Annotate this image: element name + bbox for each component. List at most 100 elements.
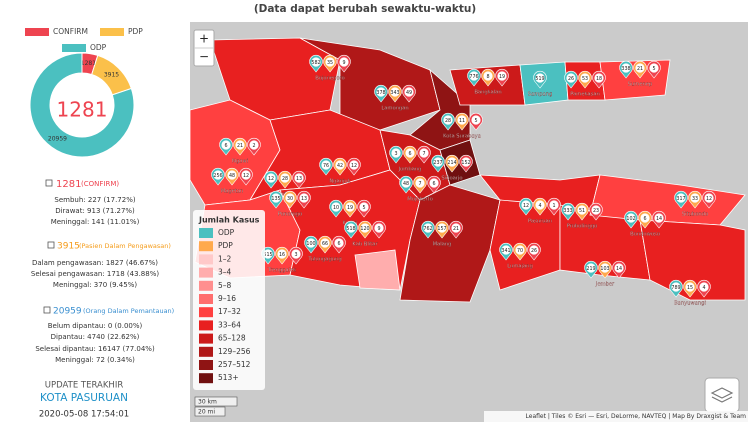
marker-count: 12 (706, 196, 712, 202)
marker-count: 6 (337, 241, 340, 247)
marker-count: 6 (432, 181, 435, 187)
confirm-label: (CONFIRM) (81, 180, 119, 188)
region-name: Mojokerto (407, 197, 433, 203)
marker-dot (563, 205, 573, 215)
segment-label: 1281 (81, 60, 96, 67)
update-title: UPDATE TERAKHIR (45, 381, 124, 391)
layers-icon (710, 387, 734, 403)
marker-dot (429, 178, 439, 188)
marker-dot (483, 71, 493, 81)
scale-label: 20 mi (198, 409, 215, 416)
marker-count: 776 (469, 74, 478, 80)
marker-dot (331, 202, 341, 212)
marker-dot (359, 202, 369, 212)
region-shape[interactable] (519, 61, 569, 106)
legend-label: 17–32 (218, 307, 241, 316)
marker-count: 12 (523, 203, 529, 209)
scale-label: 30 km (198, 399, 217, 406)
region-name: Bangkalan (474, 90, 501, 96)
marker-count: 13 (296, 176, 302, 182)
marker-dot (437, 223, 447, 233)
marker-count: 1 (552, 203, 555, 209)
marker-count: 341 (501, 248, 510, 254)
legend-swatch (199, 267, 213, 278)
marker-dot (457, 115, 467, 125)
region-shape[interactable] (639, 219, 746, 301)
marker-dot (325, 57, 335, 67)
marker-count: 102 (626, 216, 635, 222)
marker-dot (277, 249, 287, 259)
marker-count: 76 (323, 163, 329, 169)
marker-count: 14 (656, 216, 662, 222)
legend-swatch (199, 346, 213, 357)
marker-count: 48 (403, 181, 409, 187)
region-shape[interactable] (399, 184, 501, 303)
legend-label: 513+ (218, 373, 239, 382)
marker-dot (654, 213, 664, 223)
marker-dot (263, 249, 273, 259)
marker-dot (291, 249, 301, 259)
region-shape[interactable] (354, 249, 401, 291)
layers-button[interactable] (704, 377, 740, 413)
legend-label: CONFIRM (53, 27, 88, 36)
marker-dot (614, 263, 624, 273)
region-name: Magetan (221, 189, 244, 195)
zoom-in[interactable]: + (199, 32, 209, 46)
marker-dot (461, 157, 471, 167)
attribution: Leaflet | Tiles © Esri — Esri, DeLorme, … (526, 413, 747, 420)
region-name: Situbondo (682, 212, 708, 218)
marker-dot (360, 223, 370, 233)
marker-count: 515 (263, 252, 272, 258)
marker-count: 519 (535, 76, 544, 82)
region-name: Malang (433, 242, 452, 248)
checkbox[interactable] (45, 179, 53, 187)
region-name: Trenggalek (267, 268, 296, 274)
marker-dot (249, 140, 259, 150)
marker-dot (320, 238, 330, 248)
legend-swatch (199, 360, 213, 370)
marker-count: 7 (418, 181, 421, 187)
marker-count: 762 (423, 226, 432, 232)
marker-dot (469, 71, 479, 81)
marker-dot (401, 178, 411, 188)
checkbox[interactable] (43, 306, 51, 314)
marker-count: 2 (252, 143, 255, 149)
marker-dot (443, 115, 453, 125)
region-shape[interactable] (299, 37, 441, 131)
update-location: KOTA PASURUAN (40, 392, 128, 404)
marker-dot (306, 238, 316, 248)
marker-dot (690, 193, 700, 203)
odp-count: 20959 (53, 307, 82, 317)
marker-count: 53 (582, 76, 588, 82)
zoom-out[interactable]: − (199, 50, 209, 64)
stat-line: Meninggal: 72 (0.34%) (55, 356, 135, 364)
legend-swatch (199, 228, 213, 238)
donut-center: 1281 (57, 98, 108, 122)
legend-swatch (100, 28, 124, 36)
marker-count: 10 (333, 205, 339, 211)
marker-dot (266, 173, 276, 183)
legend-label: 257–512 (218, 360, 251, 369)
region-name: Lamongan (381, 106, 408, 112)
stat-line: Meninggal: 370 (9.45%) (53, 281, 137, 289)
map-legend: Jumlah Kasus ODP PDP 1–2 3–4 5–8 9–16 17–32 33–… (193, 210, 265, 390)
marker-dot (515, 245, 525, 255)
stat-line: Dalam pengawasan: 1827 (46.67%) (32, 259, 158, 267)
checkbox[interactable] (47, 241, 55, 249)
marker-count: 18 (596, 76, 602, 82)
marker-count: 378 (376, 90, 385, 96)
marker-dot (635, 63, 645, 73)
region-name: Bondowoso (630, 232, 660, 238)
region-name: Kab Blitar (352, 242, 378, 248)
marker-dot (334, 238, 344, 248)
marker-dot (497, 71, 507, 81)
marker-dot (649, 63, 659, 73)
marker-count: 19 (499, 74, 505, 80)
legend-label: 5–8 (218, 281, 232, 290)
region-name: Sampang (528, 92, 553, 98)
marker-count: 70 (517, 248, 523, 254)
marker-count: 3 (394, 151, 397, 157)
scale-bar (194, 406, 226, 417)
marker-count: 120 (360, 226, 369, 232)
